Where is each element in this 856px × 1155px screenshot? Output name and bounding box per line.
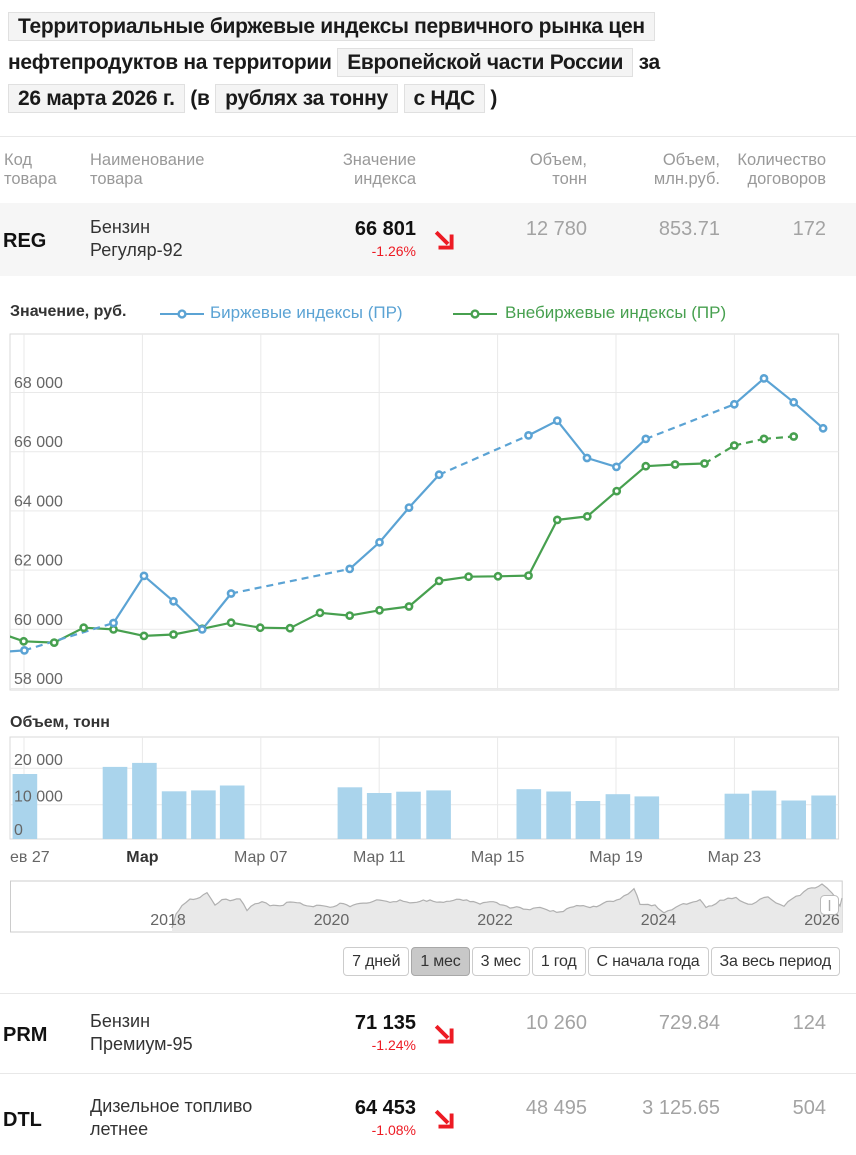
svg-text:Мар 11: Мар 11	[353, 849, 405, 866]
svg-text:64 000: 64 000	[14, 493, 63, 510]
svg-text:66 000: 66 000	[14, 434, 63, 451]
svg-text:2022: 2022	[477, 912, 513, 929]
svg-text:2018: 2018	[150, 912, 186, 929]
svg-text:10 000: 10 000	[14, 789, 63, 806]
svg-text:60 000: 60 000	[14, 612, 63, 629]
svg-text:2024: 2024	[641, 912, 677, 929]
svg-text:62 000: 62 000	[14, 553, 63, 570]
svg-text:ев 27: ев 27	[10, 849, 50, 866]
svg-text:Мар 15: Мар 15	[471, 849, 525, 866]
svg-text:Мар 23: Мар 23	[708, 849, 762, 866]
svg-text:2020: 2020	[314, 912, 350, 929]
svg-text:2026: 2026	[804, 912, 840, 929]
svg-text:68 000: 68 000	[14, 375, 63, 392]
svg-text:Мар 19: Мар 19	[589, 849, 643, 866]
svg-text:58 000: 58 000	[14, 671, 63, 688]
svg-text:0: 0	[14, 822, 23, 839]
svg-text:Мар 07: Мар 07	[234, 849, 288, 866]
svg-text:20 000: 20 000	[14, 752, 63, 769]
svg-text:Мар: Мар	[126, 849, 158, 866]
